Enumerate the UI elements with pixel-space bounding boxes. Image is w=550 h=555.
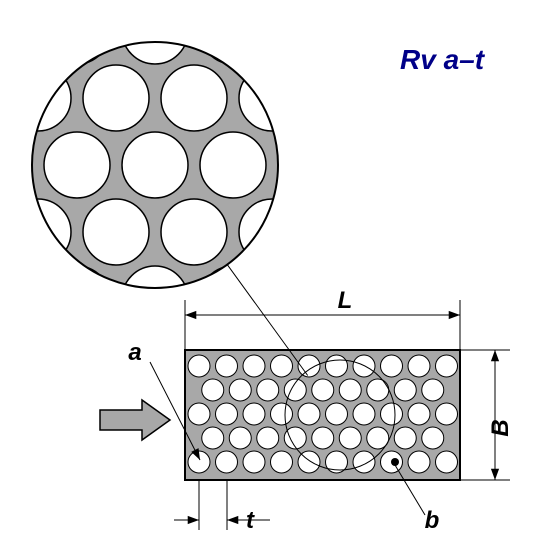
hole <box>381 355 403 377</box>
hole <box>422 427 444 449</box>
hole <box>408 355 430 377</box>
hole <box>188 403 210 425</box>
label-t: t <box>246 507 255 534</box>
dot-b <box>391 458 399 466</box>
hole <box>216 451 238 473</box>
hole <box>243 451 265 473</box>
label-b: b <box>425 507 440 534</box>
hole <box>394 379 416 401</box>
hole <box>229 379 251 401</box>
hole <box>202 427 224 449</box>
hole <box>326 355 348 377</box>
hole <box>436 355 458 377</box>
label-B: B <box>487 419 514 436</box>
hole <box>422 379 444 401</box>
hole <box>216 355 238 377</box>
hole <box>339 379 361 401</box>
hole <box>353 403 375 425</box>
hole <box>312 427 334 449</box>
hole <box>436 451 458 473</box>
hole <box>271 451 293 473</box>
hole <box>271 403 293 425</box>
direction-arrow-icon <box>100 400 170 440</box>
label-L: L <box>338 287 353 314</box>
hole <box>408 403 430 425</box>
hole <box>257 379 279 401</box>
hole <box>229 427 251 449</box>
hole <box>243 403 265 425</box>
hole <box>394 427 416 449</box>
hole <box>271 355 293 377</box>
hole <box>326 403 348 425</box>
hole <box>436 403 458 425</box>
hole <box>298 403 320 425</box>
hole <box>381 403 403 425</box>
diagram-canvas: L Bt a b <box>0 0 550 550</box>
hole <box>408 451 430 473</box>
hole <box>312 379 334 401</box>
label-a: a <box>128 339 141 366</box>
hole <box>243 355 265 377</box>
hole <box>216 403 238 425</box>
hole <box>257 427 279 449</box>
diagram-title: Rv a–t <box>400 44 484 76</box>
hole <box>339 427 361 449</box>
hole <box>188 355 210 377</box>
hole <box>367 379 389 401</box>
hole <box>353 451 375 473</box>
hole <box>202 379 224 401</box>
